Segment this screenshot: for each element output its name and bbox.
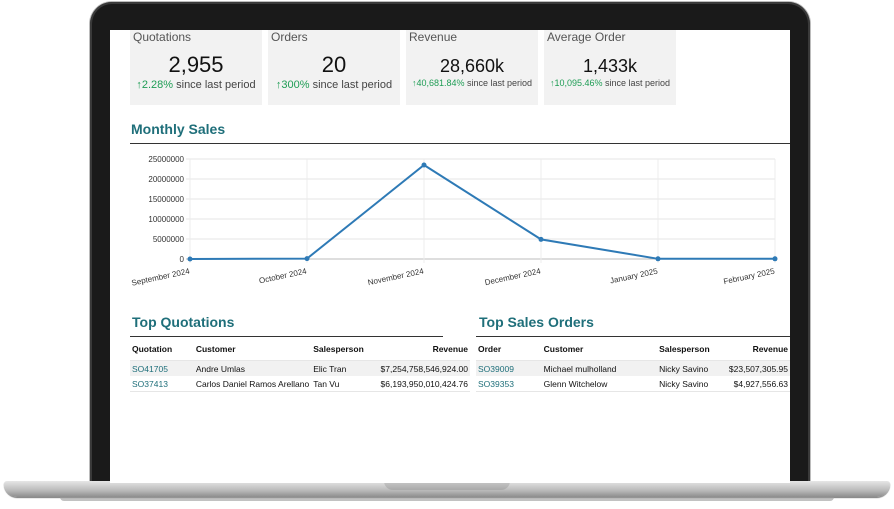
kpi-change: ↑40,681.84% since last period <box>406 78 538 88</box>
table-row[interactable]: SO37413 Carlos Daniel Ramos Arellano Tan… <box>130 376 470 392</box>
kpi-label: Orders <box>271 30 308 44</box>
chart-data-point[interactable] <box>421 162 427 168</box>
chart-grid <box>186 158 776 263</box>
top-quotations-title: Top Quotations <box>132 314 235 330</box>
kpi-change-percent: 2.28% <box>141 79 174 91</box>
quotation-link[interactable]: SO37413 <box>130 376 194 392</box>
top-quotations-table: Quotation Customer Salesperson Revenue S… <box>130 338 470 392</box>
x-tick-label: September 2024 <box>131 266 191 287</box>
kpi-label: Average Order <box>547 30 626 44</box>
monthly-sales-chart: 0 5000000 10000000 15000000 20000000 25000000… <box>131 155 778 288</box>
kpi-change: ↑2.28% since last period <box>130 79 262 91</box>
customer-cell: Carlos Daniel Ramos Arellano <box>193 376 312 392</box>
chart-data-point[interactable] <box>655 256 661 262</box>
arrow-up-icon: ↑ <box>411 78 417 88</box>
kpi-label: Revenue <box>409 30 458 44</box>
kpi-change-suffix: since last period <box>467 78 533 88</box>
y-tick-label: 25000000 <box>148 155 184 164</box>
order-link[interactable]: SO39009 <box>476 360 542 376</box>
section-divider <box>130 143 790 144</box>
revenue-cell: $23,507,305.95 <box>726 360 790 376</box>
kpi-value: 2,955 <box>168 52 224 77</box>
chart-series-line <box>189 163 775 260</box>
x-tick-label: February 2025 <box>723 266 776 286</box>
arrow-up-icon: ↑ <box>549 78 555 88</box>
section-divider <box>130 336 443 337</box>
table-row[interactable]: SO39009 Michael mulholland Nicky Savino … <box>476 360 790 376</box>
x-tick-label: October 2024 <box>258 266 308 285</box>
column-header: Salesperson <box>311 338 379 361</box>
kpi-value: 1,433k <box>582 56 638 76</box>
column-header: Quotation <box>130 338 194 361</box>
salesperson-cell: Tan Vu <box>311 376 379 392</box>
table-row[interactable]: SO39353 Glenn Witchelow Nicky Savino $4,… <box>476 376 790 392</box>
salesperson-cell: Elic Tran <box>311 360 379 376</box>
kpi-change-percent: 40,681.84% <box>416 78 465 88</box>
kpi-value: 20 <box>321 52 347 77</box>
kpi-card-revenue: Revenue 28,660k ↑40,681.84% since last p… <box>406 30 538 105</box>
laptop-screen: Quotations 2,955 ↑2.28% since last perio… <box>110 30 790 483</box>
y-tick-label: 0 <box>180 255 185 264</box>
top-sales-orders-title: Top Sales Orders <box>479 314 594 330</box>
chart-series-points <box>187 162 778 262</box>
kpi-change-percent: 300% <box>281 79 310 91</box>
salesperson-cell: Nicky Savino <box>657 360 727 376</box>
x-tick-label: January 2025 <box>609 266 659 285</box>
laptop-notch <box>384 481 510 490</box>
customer-cell: Glenn Witchelow <box>541 376 658 392</box>
chart-x-axis: September 2024 October 2024 November 2024 D… <box>131 266 776 287</box>
chart-data-point[interactable] <box>187 256 193 262</box>
chart-y-axis: 0 5000000 10000000 15000000 20000000 25000000 <box>148 155 184 264</box>
revenue-cell: $4,927,556.63 <box>726 376 790 392</box>
y-tick-label: 10000000 <box>148 215 184 224</box>
y-tick-label: 15000000 <box>148 195 184 204</box>
kpi-change: ↑300% since last period <box>268 79 400 91</box>
kpi-change-suffix: since last period <box>176 79 256 91</box>
monthly-sales-title: Monthly Sales <box>131 121 226 137</box>
arrow-up-icon: ↑ <box>136 79 142 91</box>
chart-data-point[interactable] <box>772 256 778 262</box>
column-header: Revenue <box>378 338 470 361</box>
column-header: Order <box>476 338 542 361</box>
kpi-value: 28,660k <box>439 56 505 76</box>
chart-data-point[interactable] <box>538 236 544 242</box>
customer-cell: Michael mulholland <box>541 360 658 376</box>
table-row[interactable]: SO41705 Andre Umlas Elic Tran $7,254,758… <box>130 360 470 376</box>
x-tick-label: December 2024 <box>484 266 542 287</box>
order-link[interactable]: SO39353 <box>476 376 542 392</box>
column-header: Revenue <box>726 338 790 361</box>
column-header: Customer <box>541 338 658 361</box>
kpi-card-average-order: Average Order 1,433k ↑10,095.46% since l… <box>544 30 676 105</box>
x-tick-label: November 2024 <box>367 266 425 287</box>
column-header: Salesperson <box>657 338 727 361</box>
top-sales-orders-table: Order Customer Salesperson Revenue SO390… <box>476 338 790 392</box>
salesperson-cell: Nicky Savino <box>657 376 727 392</box>
laptop-foot <box>60 497 834 501</box>
revenue-cell: $6,193,950,010,424.76 <box>378 376 470 392</box>
kpi-card-orders: Orders 20 ↑300% since last period <box>268 30 400 105</box>
customer-cell: Andre Umlas <box>193 360 312 376</box>
kpi-card-quotations: Quotations 2,955 ↑2.28% since last perio… <box>130 30 262 105</box>
kpi-change-suffix: since last period <box>605 78 671 88</box>
kpi-change: ↑10,095.46% since last period <box>544 78 676 88</box>
y-tick-label: 5000000 <box>153 235 185 244</box>
column-header: Customer <box>193 338 312 361</box>
arrow-up-icon: ↑ <box>275 79 282 91</box>
kpi-change-suffix: since last period <box>312 79 393 91</box>
y-tick-label: 20000000 <box>148 175 184 184</box>
chart-data-point[interactable] <box>304 256 310 262</box>
kpi-label: Quotations <box>133 30 192 44</box>
revenue-cell: $7,254,758,546,924.00 <box>378 360 470 376</box>
section-divider <box>476 336 790 337</box>
kpi-change-percent: 10,095.46% <box>554 78 603 88</box>
quotation-link[interactable]: SO41705 <box>130 360 194 376</box>
